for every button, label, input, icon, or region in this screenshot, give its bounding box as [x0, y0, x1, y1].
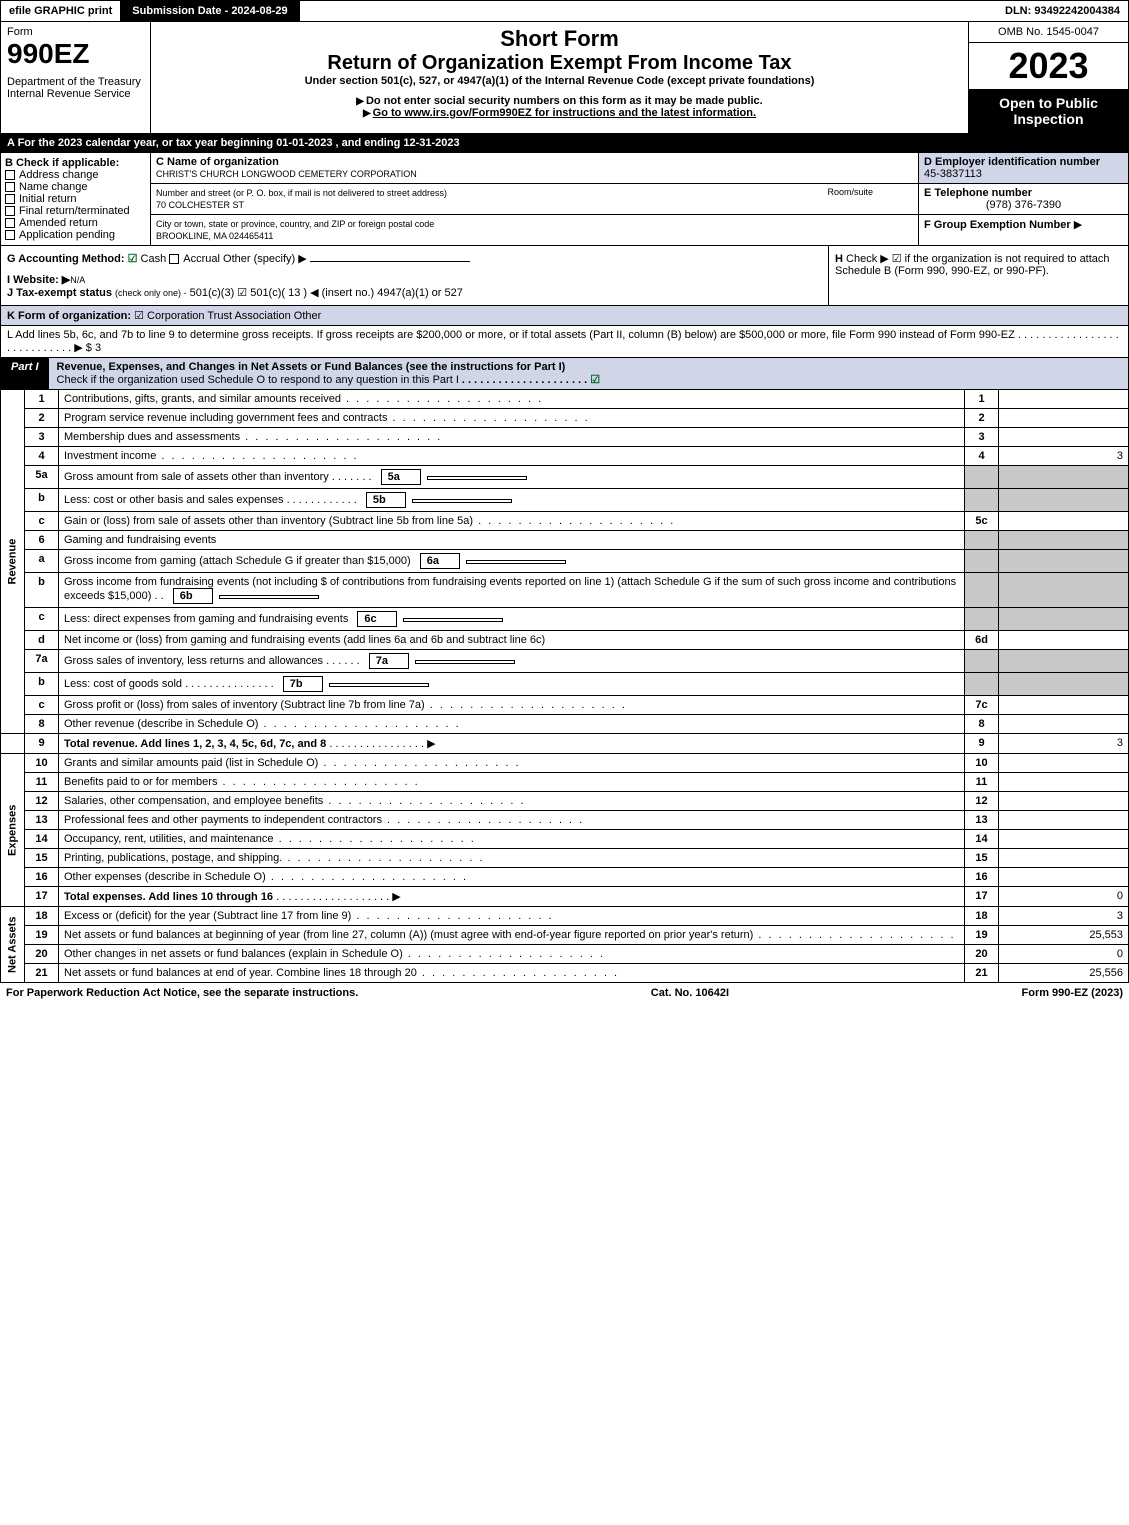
line-6d: Net income or (loss) from gaming and fun…	[59, 631, 965, 650]
efile-label: efile GRAPHIC print	[1, 1, 122, 21]
omb: OMB No. 1545-0047	[969, 22, 1128, 43]
line-9: Total revenue. Add lines 1, 2, 3, 4, 5c,…	[59, 734, 965, 754]
line-8: Other revenue (describe in Schedule O)	[59, 715, 965, 734]
line-7b: Less: cost of goods sold . . . . . . . .…	[59, 673, 965, 696]
line-6: Gaming and fundraising events	[59, 531, 965, 550]
b-label: B Check if applicable:	[5, 157, 146, 169]
line-6b: Gross income from fundraising events (no…	[59, 573, 965, 608]
l-row: L Add lines 5b, 6c, and 7b to line 9 to …	[0, 326, 1129, 358]
netassets-label: Net Assets	[1, 907, 25, 983]
line-7a: Gross sales of inventory, less returns a…	[59, 650, 965, 673]
goto: Go to www.irs.gov/Form990EZ for instruct…	[155, 107, 964, 119]
line-17: Total expenses. Add lines 10 through 16 …	[59, 887, 965, 907]
line-5b: Less: cost or other basis and sales expe…	[59, 489, 965, 512]
form-number: 990EZ	[7, 38, 144, 70]
bcdef-block: B Check if applicable: Address change Na…	[0, 153, 1129, 246]
subtitle: Under section 501(c), 527, or 4947(a)(1)…	[155, 75, 964, 87]
row-a: A For the 2023 calendar year, or tax yea…	[0, 134, 1129, 153]
expenses-label: Expenses	[1, 754, 25, 907]
section-def: D Employer identification number 45-3837…	[918, 153, 1128, 245]
check-icon: ☑	[128, 253, 138, 265]
line-10: Grants and similar amounts paid (list in…	[59, 754, 965, 773]
k-row: K Form of organization: ☑ Corporation Tr…	[0, 306, 1129, 326]
line-19: Net assets or fund balances at beginning…	[59, 926, 965, 945]
footer-right: Form 990-EZ (2023)	[1022, 987, 1123, 999]
spacer	[300, 1, 997, 21]
check-icon: ☑	[590, 374, 600, 386]
b-opt-3[interactable]: Final return/terminated	[5, 205, 146, 217]
line-13: Professional fees and other payments to …	[59, 811, 965, 830]
part1-header: Part I Revenue, Expenses, and Changes in…	[0, 358, 1129, 390]
b-opt-5[interactable]: Application pending	[5, 229, 146, 241]
section-h: H Check ▶ ☑ if the organization is not r…	[828, 246, 1128, 305]
b-opt-4[interactable]: Amended return	[5, 217, 146, 229]
line-21: Net assets or fund balances at end of ye…	[59, 964, 965, 983]
part1-tag: Part I	[1, 358, 49, 389]
submission-date: Submission Date - 2024-08-29	[122, 1, 299, 21]
line-7c: Gross profit or (loss) from sales of inv…	[59, 696, 965, 715]
line-18: Excess or (deficit) for the year (Subtra…	[59, 907, 965, 926]
form-header: Form 990EZ Department of the Treasury In…	[0, 22, 1129, 134]
j-tax-status: J Tax-exempt status	[7, 287, 112, 299]
gh-row: G Accounting Method: ☑ Cash Accrual Othe…	[0, 246, 1129, 306]
d-ein: D Employer identification number 45-3837…	[919, 153, 1128, 184]
e-phone: E Telephone number (978) 376-7390	[919, 184, 1128, 215]
line-11: Benefits paid to or for members	[59, 773, 965, 792]
footer-mid: Cat. No. 10642I	[651, 987, 729, 999]
line-16: Other expenses (describe in Schedule O)	[59, 868, 965, 887]
form-label: Form	[7, 26, 144, 38]
line-20: Other changes in net assets or fund bala…	[59, 945, 965, 964]
line-4: Investment income	[59, 447, 965, 466]
b-opt-2[interactable]: Initial return	[5, 193, 146, 205]
f-group: F Group Exemption Number ▶	[919, 215, 1128, 234]
title-short-form: Short Form	[155, 26, 964, 52]
line-3: Membership dues and assessments	[59, 428, 965, 447]
line-12: Salaries, other compensation, and employ…	[59, 792, 965, 811]
b-opt-0[interactable]: Address change	[5, 169, 146, 181]
title-block: Short Form Return of Organization Exempt…	[151, 22, 968, 133]
tax-year: 2023	[969, 43, 1128, 89]
part1-table: Revenue 1Contributions, gifts, grants, a…	[0, 390, 1129, 983]
section-g: G Accounting Method: ☑ Cash Accrual Othe…	[1, 246, 828, 305]
revenue-label: Revenue	[1, 390, 25, 734]
footer-left: For Paperwork Reduction Act Notice, see …	[6, 987, 358, 999]
part1-title: Revenue, Expenses, and Changes in Net As…	[49, 358, 1128, 389]
c-city: City or town, state or province, country…	[151, 215, 918, 245]
line-6c: Less: direct expenses from gaming and fu…	[59, 608, 965, 631]
i-website: I Website: ▶	[7, 274, 70, 286]
section-b: B Check if applicable: Address change Na…	[1, 153, 151, 245]
c-name: C Name of organization CHRIST'S CHURCH L…	[151, 153, 918, 184]
open-inspection: Open to Public Inspection	[969, 89, 1128, 133]
title-return: Return of Organization Exempt From Incom…	[155, 52, 964, 75]
warning: Do not enter social security numbers on …	[155, 95, 964, 107]
line-6a: Gross income from gaming (attach Schedul…	[59, 550, 965, 573]
right-block: OMB No. 1545-0047 2023 Open to Public In…	[968, 22, 1128, 133]
dln: DLN: 93492242004384	[997, 1, 1128, 21]
line-14: Occupancy, rent, utilities, and maintena…	[59, 830, 965, 849]
other-specify-input[interactable]	[310, 261, 470, 262]
footer: For Paperwork Reduction Act Notice, see …	[0, 983, 1129, 1003]
line-5a: Gross amount from sale of assets other t…	[59, 466, 965, 489]
line-15: Printing, publications, postage, and shi…	[59, 849, 965, 868]
checkbox-icon[interactable]	[169, 254, 179, 264]
section-c: C Name of organization CHRIST'S CHURCH L…	[151, 153, 918, 245]
dept: Department of the Treasury Internal Reve…	[7, 76, 144, 100]
c-street: Number and street (or P. O. box, if mail…	[151, 184, 918, 215]
top-bar: efile GRAPHIC print Submission Date - 20…	[0, 0, 1129, 22]
line-2: Program service revenue including govern…	[59, 409, 965, 428]
line-5c: Gain or (loss) from sale of assets other…	[59, 512, 965, 531]
form-id-block: Form 990EZ Department of the Treasury In…	[1, 22, 151, 133]
line-1: Contributions, gifts, grants, and simila…	[59, 390, 965, 409]
b-opt-1[interactable]: Name change	[5, 181, 146, 193]
